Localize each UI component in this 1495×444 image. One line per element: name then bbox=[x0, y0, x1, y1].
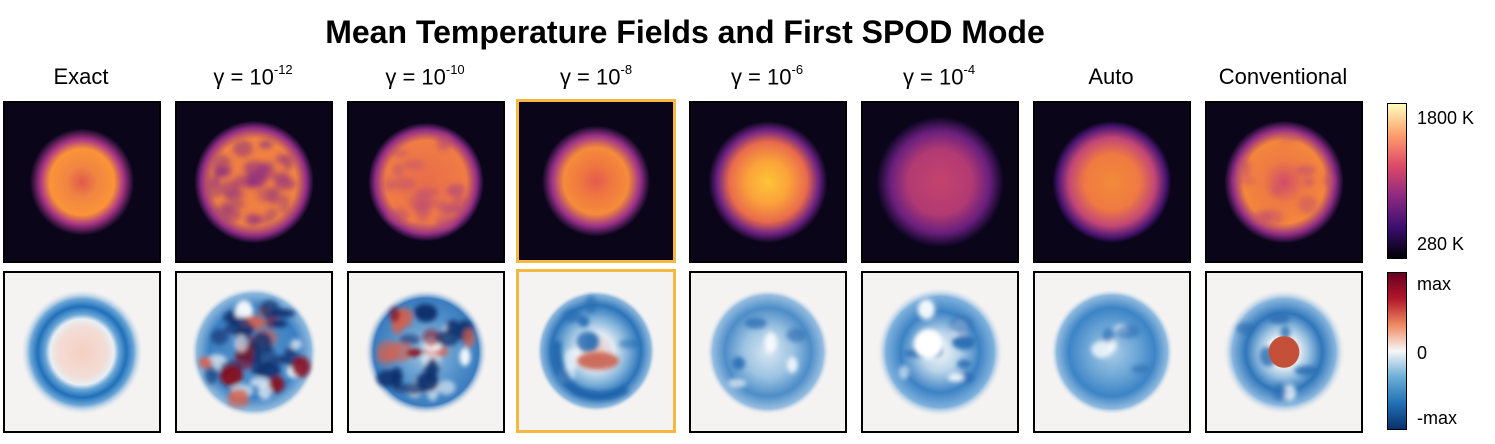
spod-mode-panel-4 bbox=[516, 269, 676, 433]
spod-mode-colorbar bbox=[1387, 272, 1407, 430]
panel-field bbox=[863, 273, 1017, 431]
panel-field bbox=[177, 103, 331, 261]
column-header: Exact bbox=[53, 64, 109, 89]
column-header-base: γ = 10 bbox=[213, 64, 274, 90]
temperature-panel-5 bbox=[689, 101, 847, 263]
column-header: Conventional bbox=[1218, 64, 1348, 89]
panel-field bbox=[519, 102, 673, 260]
column-header-exponent: -10 bbox=[445, 62, 465, 77]
temperature-panel-8 bbox=[1205, 101, 1363, 263]
temperature-panel-1 bbox=[3, 101, 161, 263]
temperature-panel-3 bbox=[347, 101, 505, 263]
spod-mode-colorbar-zero-label: 0 bbox=[1417, 343, 1428, 363]
column-header: γ = 10-6 bbox=[682, 62, 852, 90]
column-header: γ = 10-4 bbox=[854, 62, 1024, 90]
temperature-colorbar-min-label: 280 K bbox=[1417, 234, 1465, 254]
panel-field bbox=[177, 273, 331, 431]
temperature-panel-2 bbox=[175, 101, 333, 263]
temperature-panel-4 bbox=[516, 99, 676, 263]
spod-mode-panel-8 bbox=[1205, 271, 1363, 433]
panel-field bbox=[1035, 103, 1189, 261]
panel-field bbox=[1207, 273, 1361, 431]
column-header-base: γ = 10 bbox=[559, 64, 621, 90]
panel-field bbox=[1207, 103, 1361, 261]
column-header: γ = 10-10 bbox=[340, 62, 510, 90]
column-header-exponent: -12 bbox=[273, 62, 293, 77]
column-header-exponent: -6 bbox=[791, 62, 804, 77]
spod-mode-panel-3 bbox=[347, 271, 505, 433]
panel-field bbox=[5, 273, 159, 431]
panel-field bbox=[349, 273, 503, 431]
spod-mode-panel-2 bbox=[175, 271, 333, 433]
column-header-exponent: -4 bbox=[963, 62, 976, 77]
temperature-colorbar-max-label: 1800 K bbox=[1417, 108, 1475, 128]
column-header: γ = 10-8 bbox=[511, 62, 681, 90]
column-header-exponent: -8 bbox=[620, 62, 633, 77]
temperature-colorbar bbox=[1387, 103, 1407, 259]
spod-mode-panel-1 bbox=[3, 271, 161, 433]
panel-field bbox=[519, 272, 673, 430]
spod-mode-panel-7 bbox=[1033, 271, 1191, 433]
column-header-base: γ = 10 bbox=[730, 64, 792, 90]
panel-field bbox=[691, 103, 845, 261]
panel-field bbox=[863, 103, 1017, 261]
spod-mode-panel-5 bbox=[689, 271, 847, 433]
column-header: γ = 10-12 bbox=[168, 62, 338, 90]
panel-field bbox=[5, 103, 159, 261]
spod-mode-panel-6 bbox=[861, 271, 1019, 433]
column-header: Auto bbox=[1088, 64, 1134, 89]
column-headers: Exact γ = 10-12 γ = 10-10 γ = 10-8 γ = 10-6 γ… bbox=[0, 62, 1370, 98]
spod-mode-colorbar-min-label: -max bbox=[1417, 408, 1457, 428]
panel-field bbox=[1035, 273, 1189, 431]
temperature-panel-6 bbox=[861, 101, 1019, 263]
panel-grid bbox=[3, 99, 1363, 433]
column-header-base: γ = 10 bbox=[385, 64, 446, 90]
column-header-base: γ = 10 bbox=[902, 64, 964, 90]
panel-field bbox=[349, 103, 503, 261]
panel-field bbox=[691, 273, 845, 431]
temperature-panel-7 bbox=[1033, 101, 1191, 263]
spod-mode-colorbar-max-label: max bbox=[1417, 274, 1452, 294]
chart-title: Mean Temperature Fields and First SPOD M… bbox=[325, 14, 1045, 50]
